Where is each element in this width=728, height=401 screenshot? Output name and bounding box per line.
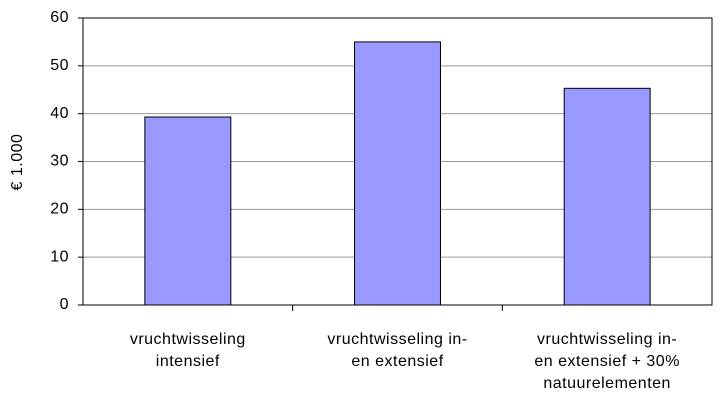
bar — [563, 87, 651, 306]
x-tick-label: vruchtwisseling in- — [537, 331, 677, 348]
bar — [354, 41, 441, 306]
y-tick-label: 60 — [50, 9, 69, 26]
y-tick-label: 50 — [50, 57, 69, 74]
y-axis-label: € 1.000 — [9, 134, 26, 191]
bar — [144, 116, 232, 306]
y-tick-label: 10 — [50, 248, 69, 265]
x-tick-label: en extensief — [351, 353, 443, 370]
x-tick-label: vruchtwisseling in- — [327, 331, 467, 348]
x-tick-label: en extensief + 30% — [534, 353, 680, 370]
y-tick-label: 30 — [50, 153, 69, 170]
x-tick-label: intensief — [156, 353, 220, 370]
y-tick-label: 20 — [50, 201, 69, 218]
y-tick-label: 0 — [60, 296, 69, 313]
y-tick-label: 40 — [50, 105, 69, 122]
x-tick-label: vruchtwisseling — [130, 331, 246, 348]
x-tick-label: natuurelementen — [543, 375, 671, 392]
